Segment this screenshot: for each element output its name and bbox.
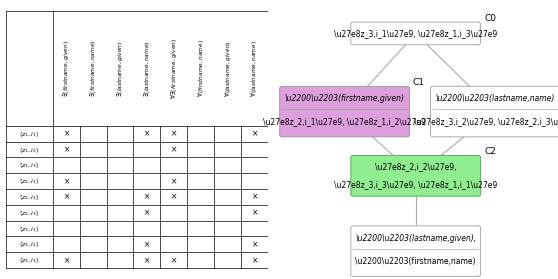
Text: $\exists(\mathit{firstname},\mathit{given})$: $\exists(\mathit{firstname},\mathit{give… [61, 40, 71, 97]
FancyBboxPatch shape [351, 22, 480, 45]
Text: $\times$: $\times$ [143, 192, 151, 202]
Text: $\times$: $\times$ [143, 255, 151, 265]
Text: $\times$: $\times$ [143, 208, 151, 217]
Text: \u2200\u2203(firstname,given): \u2200\u2203(firstname,given) [285, 94, 405, 104]
Text: $\times$: $\times$ [170, 192, 177, 202]
Text: $\times$: $\times$ [62, 192, 70, 202]
Text: $\times$: $\times$ [251, 192, 258, 202]
Text: $\exists(\mathit{lastname},\mathit{given})$: $\exists(\mathit{lastname},\mathit{given… [115, 40, 125, 97]
FancyBboxPatch shape [351, 226, 480, 276]
Text: $\times$: $\times$ [170, 145, 177, 154]
Text: $\times$: $\times$ [62, 176, 70, 186]
Text: $\langle z_3,i_2\rangle$: $\langle z_3,i_2\rangle$ [19, 239, 40, 249]
Text: $\times$: $\times$ [170, 129, 177, 138]
Text: \u2200\u2203(lastname,given),: \u2200\u2203(lastname,given), [355, 234, 477, 243]
Text: \u27e8z_3,i_2\u27e9, \u27e8z_2,i_3\u27e9: \u27e8z_3,i_2\u27e9, \u27e8z_2,i_3\u27e9 [414, 117, 558, 126]
Text: $\forall(\mathit{lastname},\mathit{name})$: $\forall(\mathit{lastname},\mathit{name}… [249, 40, 259, 97]
Text: $\langle z_3,i_1\rangle$: $\langle z_3,i_1\rangle$ [19, 223, 40, 234]
Text: \u27e8z_3,i_3\u27e9, \u27e8z_1,i_1\u27e9: \u27e8z_3,i_3\u27e9, \u27e8z_1,i_1\u27e9 [334, 180, 497, 189]
Text: $\times$: $\times$ [251, 208, 258, 217]
Text: $\times$: $\times$ [251, 255, 258, 265]
Text: $\exists(\mathit{firstname},\mathit{name})$: $\exists(\mathit{firstname},\mathit{name… [88, 40, 98, 97]
Text: \u2200\u2203(lastname,name): \u2200\u2203(lastname,name) [436, 94, 555, 104]
Text: $\langle z_1,i_1\rangle$: $\langle z_1,i_1\rangle$ [19, 129, 40, 139]
FancyBboxPatch shape [280, 86, 410, 137]
Text: $\times$: $\times$ [62, 129, 70, 138]
Text: \u27e8z_2,i_1\u27e9, \u27e8z_1,i_2\u27e9: \u27e8z_2,i_1\u27e9, \u27e8z_1,i_2\u27e9 [263, 117, 426, 126]
Text: $\forall\exists(\mathit{firstname},\mathit{given})$: $\forall\exists(\mathit{firstname},\math… [169, 38, 179, 99]
Text: $\times$: $\times$ [62, 255, 70, 265]
Text: $\times$: $\times$ [62, 145, 70, 154]
Text: C0: C0 [484, 14, 496, 23]
Text: $\forall(\mathit{lastname},\mathit{given})$: $\forall(\mathit{lastname},\mathit{given… [223, 40, 233, 97]
Text: $\forall(\mathit{firstname},\mathit{name})$: $\forall(\mathit{firstname},\mathit{name… [196, 39, 206, 97]
Text: $\langle z_1,i_2\rangle$: $\langle z_1,i_2\rangle$ [19, 145, 40, 155]
FancyBboxPatch shape [431, 86, 558, 137]
FancyBboxPatch shape [351, 155, 480, 196]
Text: $\langle z_1,i_3\rangle$: $\langle z_1,i_3\rangle$ [19, 160, 40, 170]
Text: \u2200\u2203(firstname,name): \u2200\u2203(firstname,name) [355, 257, 476, 266]
Text: $\times$: $\times$ [143, 129, 151, 138]
Text: $\times$: $\times$ [170, 255, 177, 265]
Text: $\times$: $\times$ [251, 129, 258, 138]
Text: $\langle z_3,i_3\rangle$: $\langle z_3,i_3\rangle$ [19, 255, 40, 265]
Text: $\langle z_2,i_2\rangle$: $\langle z_2,i_2\rangle$ [19, 192, 40, 202]
Text: $\times$: $\times$ [251, 240, 258, 249]
Text: $\langle z_2,i_3\rangle$: $\langle z_2,i_3\rangle$ [19, 208, 40, 218]
Text: $\times$: $\times$ [143, 240, 151, 249]
Text: $\times$: $\times$ [170, 176, 177, 186]
Text: $\langle z_2,i_1\rangle$: $\langle z_2,i_1\rangle$ [19, 176, 40, 186]
Text: $\exists(\mathit{lastname},\mathit{name})$: $\exists(\mathit{lastname},\mathit{name}… [142, 40, 152, 97]
Text: \u27e8z_3,i_1\u27e9, \u27e8z_1,i_3\u27e9: \u27e8z_3,i_1\u27e9, \u27e8z_1,i_3\u27e9 [334, 29, 497, 38]
Text: C1: C1 [413, 78, 425, 87]
Text: C2: C2 [484, 147, 496, 156]
Text: \u27e8z_2,i_2\u27e9,: \u27e8z_2,i_2\u27e9, [375, 162, 456, 171]
